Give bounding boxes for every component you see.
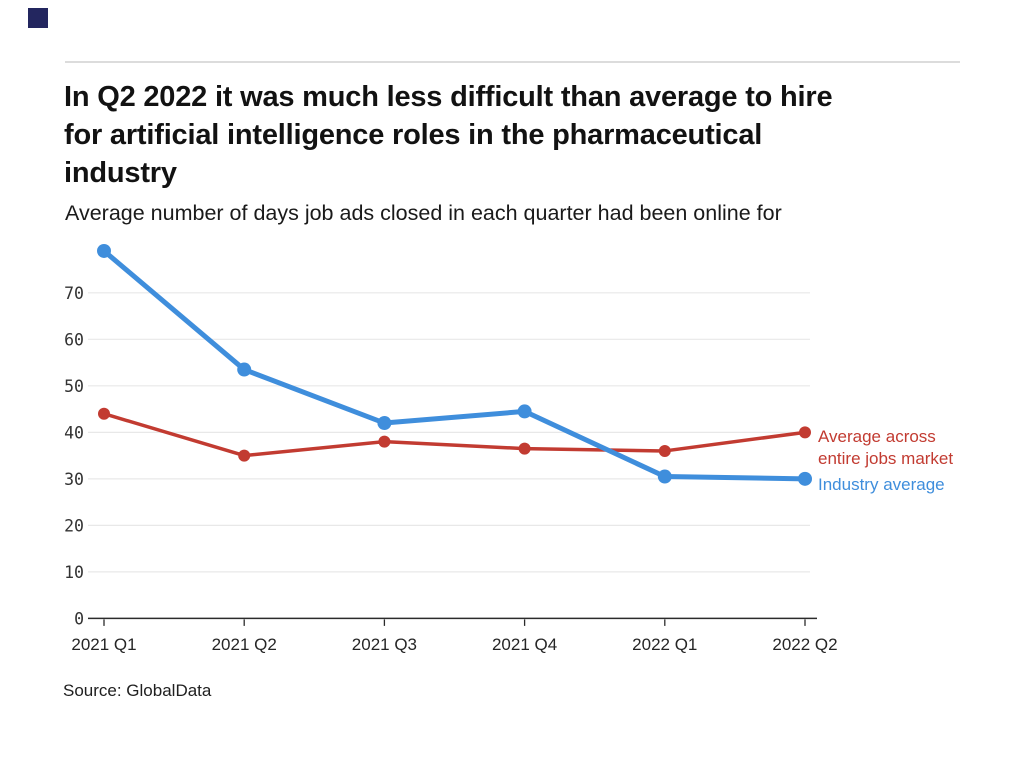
series-line	[102, 411, 807, 458]
y-tick-label: 70	[64, 284, 84, 303]
title-line-3: industry	[64, 157, 177, 189]
top-divider	[65, 61, 960, 63]
data-point	[517, 404, 532, 419]
source-note: Source: GlobalData	[63, 681, 212, 700]
x-tick-label: 2022 Q2	[772, 635, 837, 654]
y-tick-label: 20	[64, 516, 84, 535]
data-point	[238, 449, 251, 462]
y-tick-label: 0	[74, 609, 84, 628]
x-tick-label: 2021 Q4	[492, 635, 557, 654]
legend-market-line-2: entire jobs market	[818, 449, 954, 468]
chart-title: In Q2 2022 it was much less difficult th…	[64, 78, 964, 192]
legend-label-market: Average across entire jobs market	[818, 426, 958, 470]
title-line-1: In Q2 2022 it was much less difficult th…	[64, 81, 833, 113]
brand-logo-mark	[28, 8, 48, 28]
data-point	[237, 362, 252, 377]
title-line-2: for artificial intelligence roles in the…	[64, 119, 763, 151]
data-point	[799, 426, 811, 439]
x-tick-label: 2022 Q1	[632, 635, 697, 654]
data-point	[378, 435, 391, 448]
y-tick-label: 40	[64, 423, 84, 442]
data-point	[798, 471, 812, 486]
data-point	[657, 469, 672, 484]
chart-subtitle: Average number of days job ads closed in…	[65, 201, 782, 225]
data-point	[97, 243, 111, 258]
legend-label-industry: Industry average	[818, 475, 945, 494]
y-tick-label: 10	[64, 563, 84, 582]
y-tick-label: 60	[64, 330, 84, 349]
x-tick-label: 2021 Q1	[71, 635, 136, 654]
data-point	[658, 444, 671, 457]
data-point	[377, 416, 392, 431]
legend-market-line-1: Average across	[818, 427, 936, 446]
y-tick-label: 50	[64, 377, 84, 396]
x-tick-label: 2021 Q2	[212, 635, 277, 654]
data-point	[518, 442, 531, 455]
y-tick-label: 30	[64, 470, 84, 489]
data-point	[98, 407, 110, 420]
x-tick-label: 2021 Q3	[352, 635, 417, 654]
series-line	[101, 248, 808, 482]
